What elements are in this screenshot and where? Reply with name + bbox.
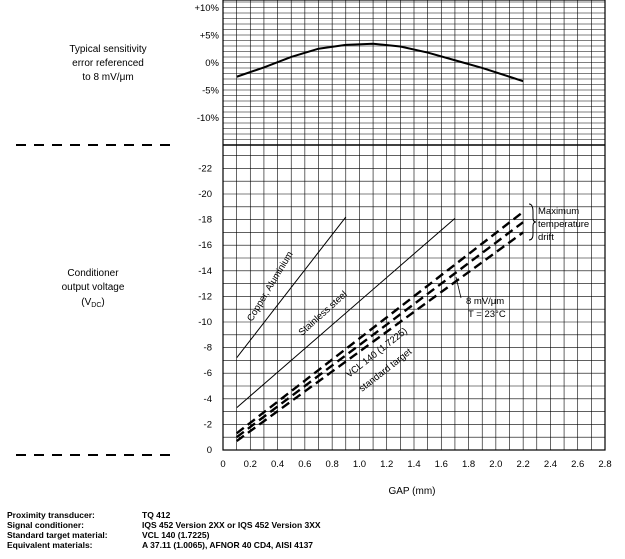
sensitivity-error-curve: [236, 42, 524, 83]
section-separators: [16, 144, 170, 456]
max-drift-label-line-2: temperature: [538, 219, 589, 230]
spec-value: A 37.11 (1.0065), AFNOR 40 CD4, AISI 413…: [142, 540, 314, 550]
spec-key: Signal conditioner:: [7, 520, 84, 530]
bottom-y-tick-label: -18: [198, 215, 212, 226]
bottom-y-tick-label: -16: [198, 240, 212, 251]
spec-key: Proximity transducer:: [7, 510, 95, 520]
max-drift-upper-line: [235, 210, 524, 435]
spec-row: Standard target material: VCL 140 (1.7225…: [7, 530, 321, 540]
bottom-y-tick-label: -8: [204, 343, 212, 354]
bottom-y-tick-label: -22: [198, 163, 212, 174]
x-tick-label: 1.4: [407, 459, 420, 470]
top-ylabel-line-1: Typical sensitivity: [69, 44, 146, 55]
stainless-steel-line: [236, 217, 456, 409]
top-ylabel-line-2: error referenced: [72, 58, 144, 69]
plot-frame: [222, 0, 606, 451]
max-drift-brace: [528, 203, 537, 241]
x-tick-label: 1.8: [462, 459, 475, 470]
x-tick-label: 0.2: [244, 459, 257, 470]
max-drift-label-line-3: drift: [538, 232, 554, 243]
chart-marks: [235, 42, 524, 443]
x-tick-label: 1.2: [380, 459, 393, 470]
top-y-tick-label: +10%: [194, 3, 219, 14]
spec-row: Equivalent materials: A 37.11 (1.0065), A…: [7, 540, 321, 550]
vcl140-label-line-2: standard target: [357, 346, 414, 394]
x-axis-label: GAP (mm): [388, 486, 435, 497]
bottom-y-tick-label: -4: [204, 394, 212, 405]
spec-row: Proximity transducer: TQ 412: [7, 510, 321, 520]
bottom-ylabel-line-2: output voltage: [62, 282, 125, 293]
spec-key: Equivalent materials:: [7, 540, 93, 550]
top-y-tick-label: 0%: [205, 58, 219, 69]
spec-value: VCL 140 (1.7225): [142, 530, 210, 540]
max-drift-label-line-1: Maximum: [538, 206, 579, 217]
x-tick-label: 1.0: [353, 459, 366, 470]
vdc-open: (V: [81, 297, 91, 308]
max-drift-lower-line: [235, 231, 524, 443]
x-tick-label: 2.0: [489, 459, 502, 470]
bottom-y-tick-label: -20: [198, 189, 212, 200]
top-y-tick-label: -10%: [197, 113, 220, 124]
bottom-y-tick-label: -14: [198, 266, 212, 277]
copper-aluminium-label: Copper, Aluminium: [245, 249, 296, 323]
top-ylabel-line-3: to 8 mV/μm: [82, 72, 133, 83]
spec-footer: Proximity transducer: TQ 412 Signal condi…: [7, 510, 321, 550]
bottom-y-tick-label: 0: [207, 445, 212, 456]
x-tick-label: 2.8: [598, 459, 611, 470]
bottom-y-tick-label: -6: [204, 368, 212, 379]
bottom-y-tick-label: -2: [204, 419, 212, 430]
spec-value: IQS 452 Version 2XX or IQS 452 Version 3…: [142, 520, 321, 530]
top-y-tick-label: -5%: [202, 86, 219, 97]
x-tick-label: 0.4: [271, 459, 284, 470]
bottom-y-tick-label: -10: [198, 317, 212, 328]
spec-value: TQ 412: [142, 510, 171, 520]
x-tick-label: 0.8: [326, 459, 339, 470]
vcl140-standard-line: [235, 221, 524, 439]
chart-figure: Typical sensitivity error referenced to …: [16, 0, 612, 497]
top-y-tick-label: +5%: [200, 31, 220, 42]
x-tick-label: 2.4: [544, 459, 557, 470]
x-tick-label: 0: [220, 459, 225, 470]
vdc-sub: DC: [91, 302, 101, 309]
bottom-ylabel-line-1: Conditioner: [67, 268, 119, 279]
sensitivity-label-line-1: 8 mV/μm: [466, 296, 504, 307]
bottom-ylabel-line-3: (VDC): [81, 297, 104, 309]
x-tick-label: 2.2: [517, 459, 530, 470]
sensitivity-label-line-2: T = 23°C: [468, 309, 506, 320]
bottom-y-tick-label: -12: [198, 291, 212, 302]
vdc-close: ): [101, 297, 104, 308]
spec-row: Signal conditioner: IQS 452 Version 2XX o…: [7, 520, 321, 530]
x-tick-label: 2.6: [571, 459, 584, 470]
spec-key: Standard target material:: [7, 530, 108, 540]
x-tick-label: 1.6: [435, 459, 448, 470]
x-tick-label: 0.6: [298, 459, 311, 470]
copper-aluminium-line: [236, 216, 347, 359]
chart-ticks: +10% +5% 0% -5% -10% 0 -2 -4 -6 -8 -10 -12 -14 -16 -18…: [194, 3, 611, 470]
